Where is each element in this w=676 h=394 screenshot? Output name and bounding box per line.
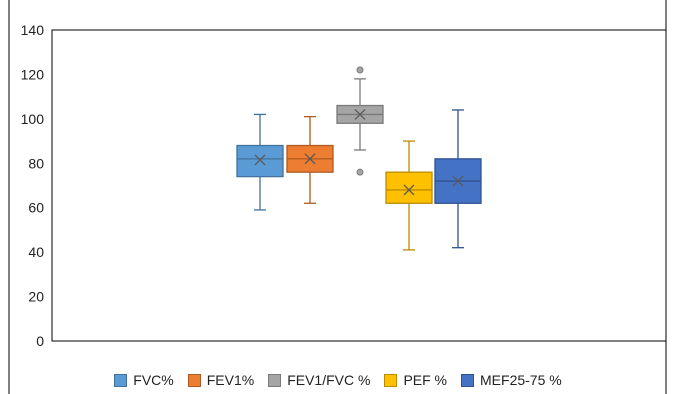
legend-item: FEV1/FVC % [268,372,370,388]
y-tick-label: 20 [28,289,44,305]
legend-item: FVC% [114,372,174,388]
legend-item: FEV1% [187,372,255,388]
y-tick-label: 100 [21,111,45,127]
legend-label: MEF25-75 % [480,372,562,388]
plot-border [51,29,667,342]
outlier-point [356,168,364,176]
legend-item: MEF25-75 % [461,372,562,388]
box-iqr [236,144,284,178]
box-iqr [385,171,433,204]
y-tick-label: 40 [28,244,44,260]
legend-swatch [384,373,398,387]
mean-marker [304,153,316,165]
y-tick-label: 80 [28,155,44,171]
legend-swatch [187,373,201,387]
plot-area: 0 20 40 60 80 100 120 140 [21,22,667,349]
y-tick-label: 0 [36,333,44,349]
legend: FVC% FEV1% FEV1/FVC % PEF % MEF25-75 % [0,368,676,392]
legend-label: FEV1/FVC % [287,372,371,388]
y-tick-label: 60 [28,200,44,216]
mean-marker [354,108,366,120]
outlier-point [356,66,364,74]
legend-label: PEF % [403,372,448,388]
y-tick-label: 120 [21,66,45,82]
legend-label: FEV1% [206,372,255,388]
mean-marker [254,154,266,166]
legend-swatch [461,373,475,387]
mean-marker [403,184,415,196]
legend-label: FVC% [133,372,174,388]
legend-item: PEF % [384,372,447,388]
legend-swatch [114,373,128,387]
legend-swatch [268,373,282,387]
mean-marker [452,175,464,187]
y-tick-label: 140 [21,22,45,38]
